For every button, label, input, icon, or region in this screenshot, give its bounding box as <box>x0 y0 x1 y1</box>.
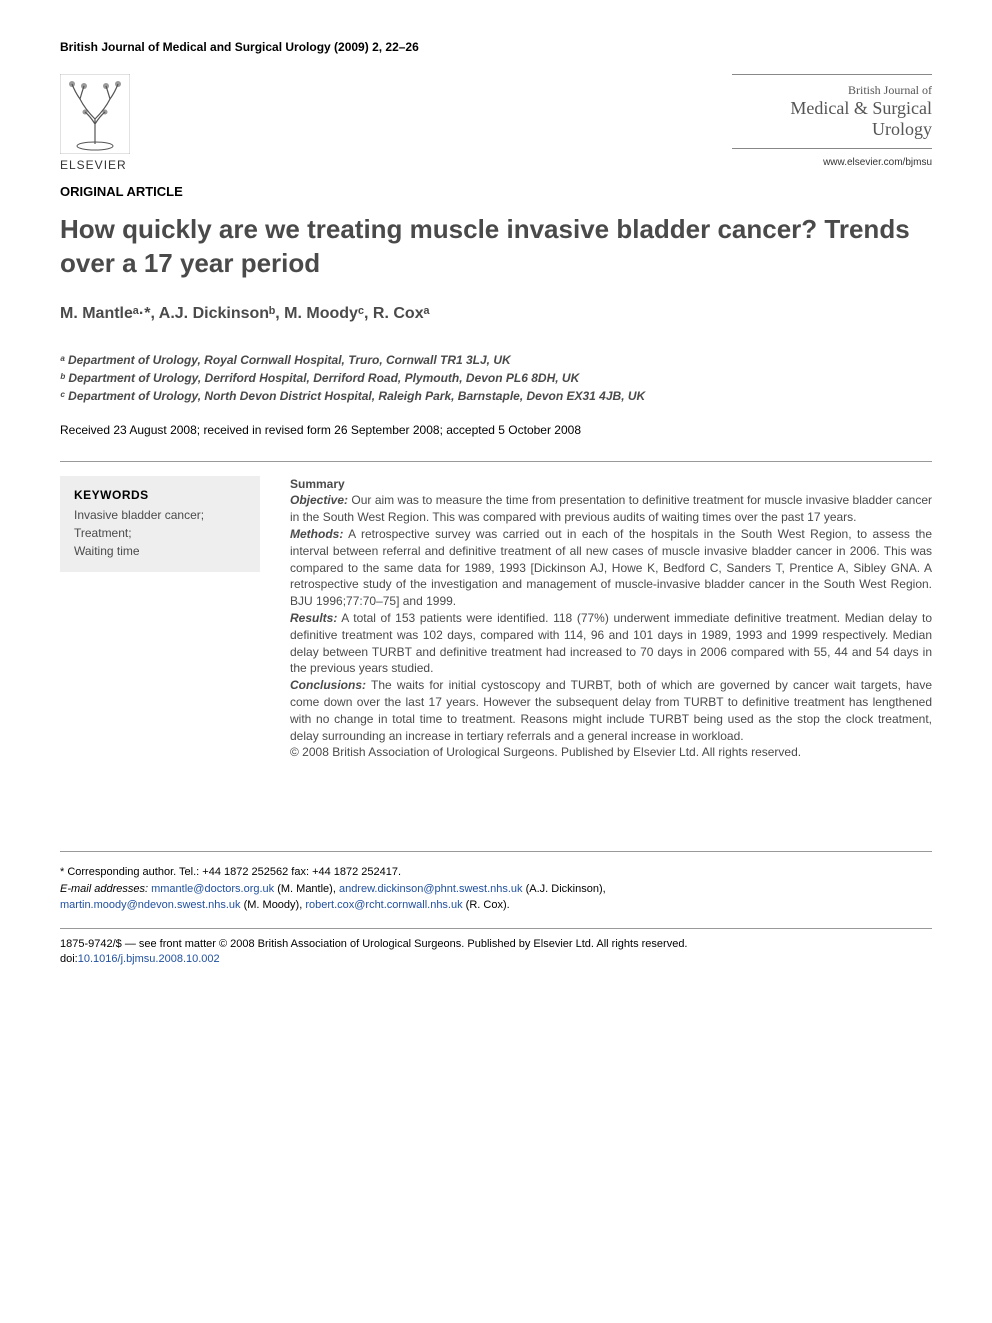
journal-logo-container: British Journal of Medical & Surgical Ur… <box>732 74 932 168</box>
journal-logo-line1: British Journal of <box>732 83 932 98</box>
email-addresses-label: E-mail addresses: <box>60 883 148 895</box>
results-label: Results: <box>290 611 337 625</box>
email-link-cox[interactable]: robert.cox@rcht.cornwall.nhs.uk <box>305 899 462 911</box>
publisher-block: ELSEVIER <box>60 74 130 172</box>
keywords-box: KEYWORDS Invasive bladder cancer; Treatm… <box>60 476 260 572</box>
authors-line: M. Mantleᵃ·*, A.J. Dickinsonᵇ, M. Moodyᶜ… <box>60 305 932 323</box>
abstract-body: Summary Objective: Our aim was to measur… <box>290 476 932 762</box>
article-dates: Received 23 August 2008; received in rev… <box>60 423 932 437</box>
affiliation-a: ᵃ Department of Urology, Royal Cornwall … <box>60 351 932 369</box>
email-link-moody[interactable]: martin.moody@ndevon.swest.nhs.uk <box>60 899 241 911</box>
email-addresses-line: E-mail addresses: mmantle@doctors.org.uk… <box>60 881 932 914</box>
email-link-dickinson[interactable]: andrew.dickinson@phnt.swest.nhs.uk <box>339 883 523 895</box>
abstract-container: KEYWORDS Invasive bladder cancer; Treatm… <box>60 476 932 762</box>
summary-label: Summary <box>290 477 345 491</box>
journal-citation-header: British Journal of Medical and Surgical … <box>60 40 932 54</box>
email-name-mantle: (M. Mantle), <box>274 883 339 895</box>
conclusions-label: Conclusions: <box>290 678 366 692</box>
email-name-moody: (M. Moody), <box>241 899 306 911</box>
abstract-copyright: © 2008 British Association of Urological… <box>290 744 932 761</box>
footer-bottom-separator <box>60 928 932 929</box>
methods-label: Methods: <box>290 527 343 541</box>
journal-logo-block: British Journal of Medical & Surgical Ur… <box>732 74 932 149</box>
email-name-cox: (R. Cox). <box>463 899 510 911</box>
objective-text: Our aim was to measure the time from pre… <box>290 493 932 524</box>
publisher-name: ELSEVIER <box>60 158 127 172</box>
conclusions-text: The waits for initial cystoscopy and TUR… <box>290 678 932 742</box>
journal-logo-line2: Medical & Surgical <box>732 98 932 119</box>
elsevier-tree-icon <box>60 74 130 154</box>
affiliations-block: ᵃ Department of Urology, Royal Cornwall … <box>60 351 932 405</box>
methods-text: A retrospective survey was carried out i… <box>290 527 932 608</box>
doi-label: doi: <box>60 953 78 965</box>
results-text: A total of 153 patients were identified.… <box>290 611 932 675</box>
email-name-dickinson: (A.J. Dickinson), <box>523 883 606 895</box>
affiliation-b: ᵇ Department of Urology, Derriford Hospi… <box>60 369 932 387</box>
corresponding-author-block: * Corresponding author. Tel.: +44 1872 2… <box>60 864 932 914</box>
footer-separator <box>60 851 932 852</box>
corresponding-author-line: * Corresponding author. Tel.: +44 1872 2… <box>60 864 932 881</box>
journal-url[interactable]: www.elsevier.com/bjmsu <box>732 157 932 168</box>
doi-link[interactable]: 10.1016/j.bjmsu.2008.10.002 <box>78 953 220 965</box>
keywords-heading: KEYWORDS <box>74 488 246 502</box>
journal-logo-line3: Urology <box>732 119 932 140</box>
copyright-footer: 1875-9742/$ — see front matter © 2008 Br… <box>60 937 932 968</box>
issn-line: 1875-9742/$ — see front matter © 2008 Br… <box>60 937 932 952</box>
affiliation-c: ᶜ Department of Urology, North Devon Dis… <box>60 387 932 405</box>
article-type: ORIGINAL ARTICLE <box>60 184 932 199</box>
article-title: How quickly are we treating muscle invas… <box>60 213 932 281</box>
header-row: ELSEVIER British Journal of Medical & Su… <box>60 74 932 172</box>
objective-label: Objective: <box>290 493 348 507</box>
separator-rule <box>60 461 932 462</box>
email-link-mantle[interactable]: mmantle@doctors.org.uk <box>151 883 274 895</box>
keywords-list: Invasive bladder cancer; Treatment; Wait… <box>74 506 246 560</box>
